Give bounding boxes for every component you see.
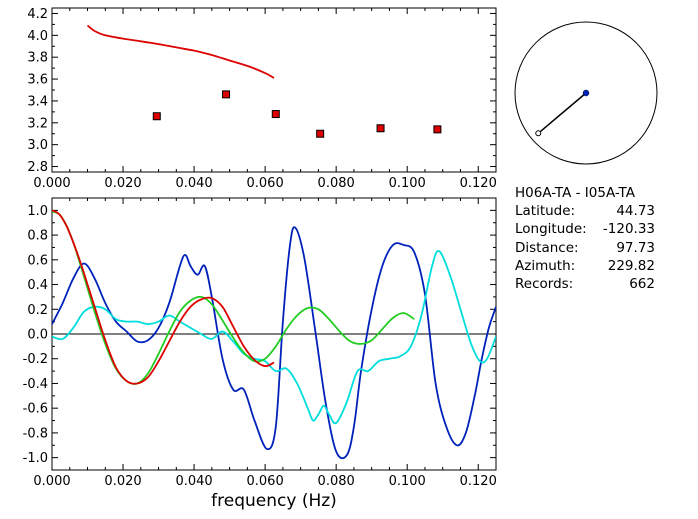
y-tick-label: -0.6 <box>23 402 48 417</box>
remote-station-dot <box>535 130 542 137</box>
x-tick-label: 0.000 <box>33 176 70 191</box>
y-tick-label: 0.8 <box>27 229 48 244</box>
y-tick-label: -1.0 <box>23 451 48 466</box>
info-label: Azimuth: <box>515 257 576 274</box>
x-tick-label: 0.060 <box>247 176 284 191</box>
info-row-latitude: Latitude: 44.73 <box>515 202 695 220</box>
y-tick-label: 3.6 <box>27 73 48 88</box>
station-pair-title: H06A-TA - I05A-TA <box>515 184 695 202</box>
x-tick-label: 0.000 <box>33 474 70 489</box>
velocity-dispersion-plot: 0.000 0.020 0.040 0.060 0.080 0.100 0.120 2.8 3.… <box>27 7 497 191</box>
series-line-3 <box>52 209 275 385</box>
x-tick-label: 0.100 <box>389 474 426 489</box>
info-label: Distance: <box>515 239 579 256</box>
azimuth-line <box>537 92 587 134</box>
x-tick-label: 0.040 <box>175 176 212 191</box>
y-tick-label: -0.4 <box>23 377 48 392</box>
x-tick-label: 0.080 <box>318 176 355 191</box>
y-tick-label: -0.2 <box>23 352 48 367</box>
info-value: 662 <box>629 275 655 292</box>
center-station-dot <box>582 89 590 97</box>
data-point <box>222 90 231 99</box>
info-row-longitude: Longitude: -120.33 <box>515 220 695 238</box>
info-value: 44.73 <box>616 203 655 220</box>
plot-frame <box>51 7 497 173</box>
info-label: Longitude: <box>515 221 587 238</box>
y-tick-label: 3.4 <box>27 94 48 109</box>
correlation-spectrum-plot: 0.000 0.020 0.040 0.060 0.080 0.100 0.120 1.0 0.… <box>23 197 497 511</box>
info-label: Latitude: <box>515 203 576 220</box>
x-tick-label: 0.080 <box>318 474 355 489</box>
info-label: Records: <box>515 275 574 292</box>
y-tick-label: 4.0 <box>27 29 48 44</box>
series-line-1 <box>52 250 496 425</box>
data-point <box>152 112 161 121</box>
info-value: 97.73 <box>616 239 655 256</box>
x-tick-label: 0.040 <box>175 474 212 489</box>
x-tick-label: 0.120 <box>460 176 497 191</box>
series-line-0 <box>52 226 496 460</box>
data-point <box>376 124 385 133</box>
info-row-records: Records: 662 <box>515 275 695 293</box>
x-tick-label: 0.060 <box>247 474 284 489</box>
data-point <box>433 125 442 134</box>
x-tick-label: 0.020 <box>104 474 141 489</box>
y-tick-label: 2.8 <box>27 160 48 175</box>
y-tick-label: 1.0 <box>27 204 48 219</box>
y-tick-label: 3.8 <box>27 51 48 66</box>
data-point <box>271 110 280 119</box>
x-tick-label: 0.100 <box>389 176 426 191</box>
info-value: 229.82 <box>607 257 655 274</box>
series-line-2 <box>52 210 415 385</box>
info-row-distance: Distance: 97.73 <box>515 239 695 257</box>
x-tick-label: 0.020 <box>104 176 141 191</box>
x-axis-title: frequency (Hz) <box>211 491 337 511</box>
y-tick-label: 0.6 <box>27 253 48 268</box>
station-pair-label: H06A-TA - I05A-TA <box>515 185 635 201</box>
x-tick-label: 0.120 <box>460 474 497 489</box>
y-tick-label: 0.0 <box>27 328 48 343</box>
azimuth-diagram <box>514 21 658 165</box>
y-tick-label: 4.2 <box>27 7 48 22</box>
station-info-panel: H06A-TA - I05A-TA Latitude: 44.73 Longit… <box>515 184 695 293</box>
y-tick-label: -0.8 <box>23 426 48 441</box>
y-tick-label: 0.4 <box>27 278 48 293</box>
y-tick-label: 0.2 <box>27 303 48 318</box>
range-circle <box>514 21 658 165</box>
series-line-0 <box>86 24 275 79</box>
data-point <box>316 129 325 138</box>
info-row-azimuth: Azimuth: 229.82 <box>515 257 695 275</box>
y-tick-label: 3.2 <box>27 116 48 131</box>
y-tick-label: 3.0 <box>27 138 48 153</box>
info-value: -120.33 <box>602 221 655 238</box>
